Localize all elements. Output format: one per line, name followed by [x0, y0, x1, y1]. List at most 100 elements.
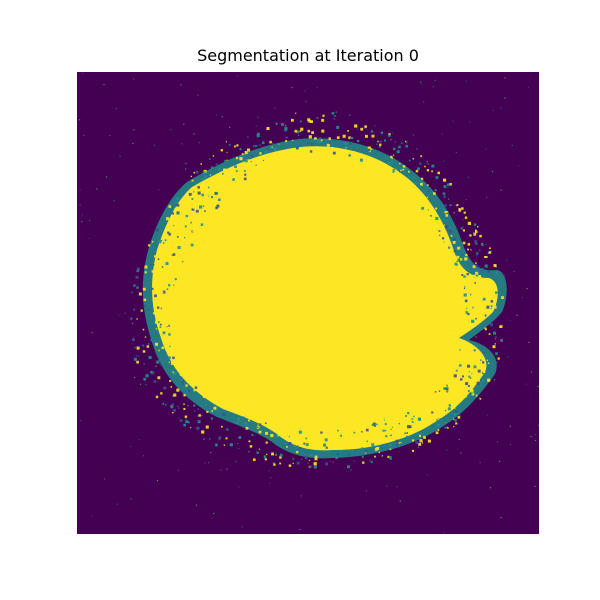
edge-speckle: [469, 234, 472, 237]
edge-speckle: [384, 139, 387, 142]
edge-speckle: [204, 175, 207, 178]
edge-speckle: [421, 177, 424, 180]
edge-speckle: [292, 431, 296, 434]
edge-speckle: [482, 370, 486, 374]
edge-speckle: [210, 417, 213, 420]
edge-speckle: [224, 159, 227, 162]
edge-speckle: [408, 159, 411, 162]
edge-speckle: [460, 386, 462, 389]
edge-speckle: [468, 371, 470, 373]
edge-speckle: [172, 356, 175, 360]
noise-speckle: [517, 165, 520, 167]
edge-speckle: [165, 404, 167, 406]
edge-speckle: [405, 141, 406, 142]
edge-speckle: [142, 344, 145, 347]
noise-speckle: [298, 138, 300, 140]
edge-speckle: [273, 147, 277, 151]
noise-speckle: [507, 356, 509, 358]
edge-speckle: [479, 234, 482, 238]
edge-speckle: [493, 331, 497, 335]
edge-speckle: [359, 158, 363, 162]
edge-speckle: [176, 388, 180, 392]
edge-speckle: [177, 246, 181, 250]
edge-speckle: [432, 219, 435, 221]
edge-speckle: [462, 219, 464, 221]
edge-speckle: [272, 142, 274, 145]
edge-speckle: [144, 336, 147, 338]
edge-speckle: [197, 191, 201, 195]
edge-speckle: [382, 429, 385, 432]
edge-speckle: [381, 455, 383, 457]
edge-speckle: [345, 442, 347, 444]
edge-speckle: [187, 405, 189, 407]
edge-speckle: [423, 436, 426, 439]
edge-speckle: [275, 453, 277, 456]
edge-speckle: [427, 163, 430, 165]
edge-speckle: [150, 317, 152, 320]
edge-speckle: [477, 379, 480, 383]
edge-speckle: [136, 346, 140, 350]
edge-speckle: [468, 380, 470, 383]
edge-speckle: [399, 171, 401, 173]
noise-speckle: [82, 72, 84, 75]
edge-speckle: [452, 240, 456, 244]
edge-speckle: [178, 271, 180, 273]
edge-speckle: [371, 443, 375, 447]
edge-speckle: [444, 388, 446, 390]
edge-speckle: [175, 201, 178, 203]
edge-speckle: [225, 437, 228, 440]
edge-speckle: [482, 379, 485, 382]
edge-speckle: [473, 233, 475, 235]
edge-speckle: [245, 426, 249, 430]
edge-speckle: [487, 252, 490, 254]
edge-speckle: [190, 175, 192, 178]
edge-speckle: [243, 416, 245, 418]
edge-speckle: [253, 145, 256, 148]
edge-speckle: [190, 243, 194, 247]
edge-speckle: [183, 394, 186, 397]
edge-speckle: [389, 456, 392, 459]
edge-speckle: [193, 191, 195, 193]
edge-speckle: [450, 255, 454, 259]
edge-speckle: [374, 425, 376, 427]
edge-speckle: [459, 349, 461, 351]
edge-speckle: [385, 435, 388, 438]
edge-speckle: [431, 216, 434, 219]
edge-speckle: [362, 461, 365, 464]
noise-speckle: [534, 485, 536, 487]
edge-speckle: [176, 203, 180, 207]
edge-speckle: [427, 190, 430, 192]
edge-speckle: [222, 412, 226, 416]
edge-speckle: [168, 356, 171, 359]
edge-speckle: [398, 445, 401, 448]
edge-speckle: [386, 157, 388, 159]
edge-speckle: [409, 192, 412, 195]
edge-speckle: [265, 422, 267, 424]
edge-speckle: [384, 429, 387, 432]
noise-speckle: [432, 86, 434, 88]
edge-speckle: [258, 448, 260, 450]
edge-speckle: [156, 228, 159, 232]
edge-speckle: [395, 439, 399, 443]
edge-speckle: [176, 211, 179, 214]
edge-speckle: [370, 148, 373, 150]
edge-speckle: [393, 154, 395, 156]
noise-speckle: [193, 133, 195, 135]
edge-speckle: [417, 167, 420, 171]
edge-speckle: [222, 172, 224, 175]
edge-speckle: [248, 451, 250, 453]
edge-speckle: [325, 462, 328, 466]
edge-speckle: [426, 196, 429, 198]
edge-speckle: [281, 153, 284, 156]
edge-speckle: [457, 416, 461, 419]
edge-speckle: [490, 305, 493, 308]
edge-speckle: [209, 187, 211, 189]
noise-speckle: [220, 469, 222, 471]
edge-speckle: [197, 420, 201, 424]
edge-speckle: [443, 195, 446, 198]
edge-speckle: [201, 415, 203, 416]
edge-speckle: [462, 229, 465, 232]
edge-speckle: [205, 425, 209, 429]
edge-speckle: [166, 217, 170, 221]
